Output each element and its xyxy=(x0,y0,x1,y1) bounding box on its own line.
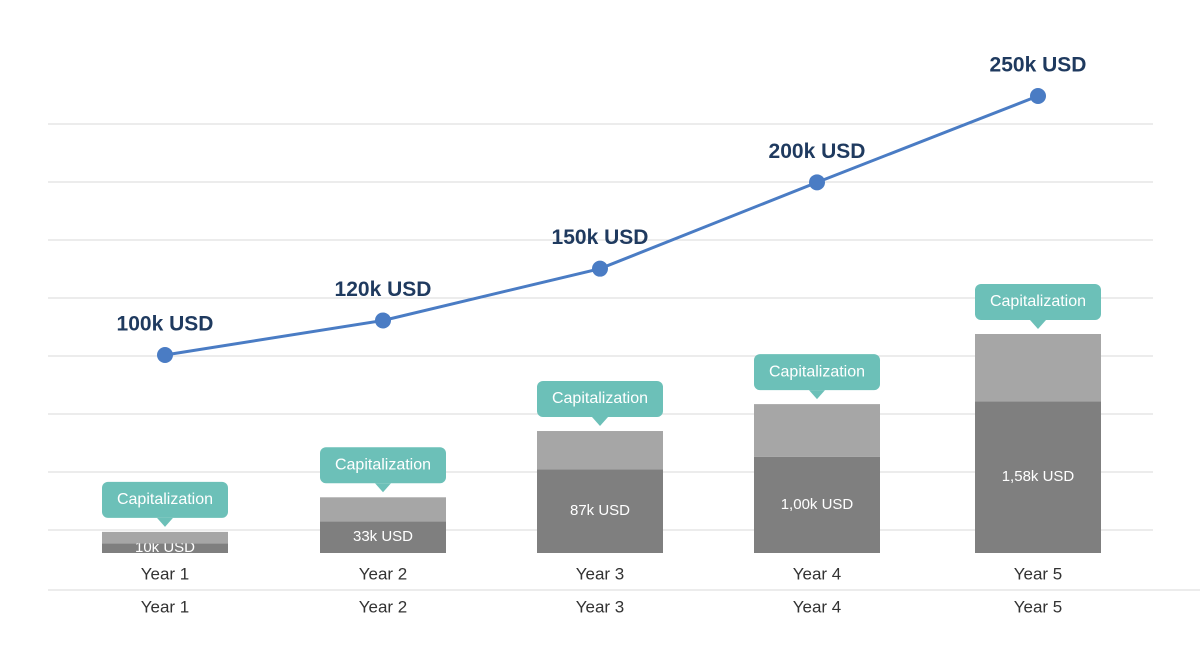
line-point xyxy=(592,260,608,277)
line-label: 150k USD xyxy=(552,226,649,249)
x-tick-label: Year 2 xyxy=(359,564,408,583)
line-point xyxy=(1030,88,1046,104)
callout xyxy=(320,447,446,484)
bar-label: 1,00k USD xyxy=(781,496,854,513)
bar-segment xyxy=(102,543,228,553)
line-point xyxy=(157,347,173,363)
callout-label: Capitalization xyxy=(990,293,1086,310)
bar-segment xyxy=(102,531,228,544)
x-tick-label: Year 4 xyxy=(793,597,842,616)
callout-label: Capitalization xyxy=(552,390,648,407)
bar-label: 10k USD xyxy=(135,539,195,556)
callout-label: Capitalization xyxy=(117,491,213,508)
bar-segment xyxy=(754,404,880,457)
callout-pointer xyxy=(157,517,173,527)
x-tick-label: Year 2 xyxy=(359,597,408,616)
callout-label: Capitalization xyxy=(335,457,431,474)
x-tick-label: Year 5 xyxy=(1014,597,1063,616)
bar-segment xyxy=(537,431,663,470)
bar-label: 33k USD xyxy=(353,528,413,545)
bar-segment xyxy=(537,469,663,553)
callout xyxy=(537,381,663,418)
bar-label: 87k USD xyxy=(570,502,630,519)
callout-pointer xyxy=(375,483,391,493)
line-point xyxy=(375,312,391,329)
line-label: 120k USD xyxy=(335,278,432,301)
bar-label: 1,58k USD xyxy=(1002,468,1075,485)
callout xyxy=(975,284,1101,320)
x-tick-label: Year 1 xyxy=(141,564,190,583)
x-tick-label: Year 5 xyxy=(1014,564,1063,583)
callout xyxy=(754,354,880,391)
bar-segment xyxy=(320,497,446,522)
callout-pointer xyxy=(1030,320,1046,329)
callout xyxy=(102,481,228,518)
line-label: 250k USD xyxy=(990,54,1087,77)
x-tick-label: Year 3 xyxy=(576,564,625,583)
callout-pointer xyxy=(809,390,825,400)
callout-label: Capitalization xyxy=(769,363,865,380)
x-tick-label: Year 4 xyxy=(793,564,842,583)
x-tick-label: Year 1 xyxy=(141,597,190,616)
bar-segment xyxy=(975,401,1101,553)
bar-segment xyxy=(754,456,880,553)
line-label: 100k USD xyxy=(117,313,214,336)
line-point xyxy=(809,174,825,191)
callout-pointer xyxy=(592,417,608,427)
x-tick-label: Year 3 xyxy=(576,597,625,616)
bar-segment xyxy=(320,521,446,553)
line-label: 200k USD xyxy=(769,140,866,163)
bar-segment xyxy=(975,334,1101,402)
